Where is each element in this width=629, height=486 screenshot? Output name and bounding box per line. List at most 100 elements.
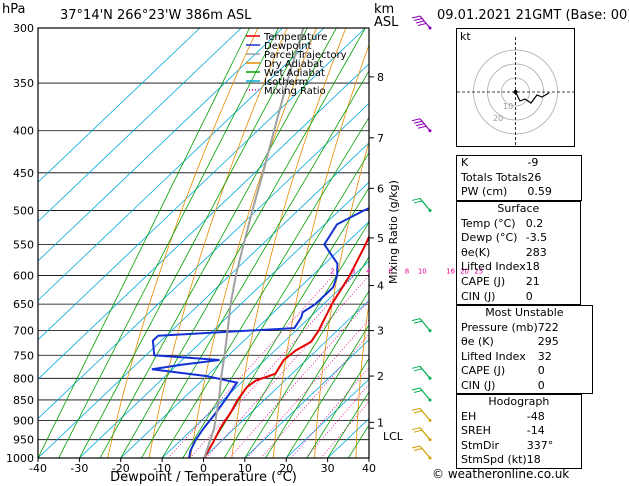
hodograph-table-row: StmDir 337° xyxy=(457,439,581,454)
isotherm-line xyxy=(38,102,369,420)
mixing-ratio-label: 6 xyxy=(388,268,393,276)
pressure-tick-label: 1000 xyxy=(6,452,34,465)
x-tick-label: 40 xyxy=(362,462,376,475)
indices-row-value: 0.59 xyxy=(527,185,552,199)
isotherm-line xyxy=(38,28,201,183)
surface-row-value: 283 xyxy=(525,245,547,259)
location-title: 37°14'N 266°23'W 386m ASL xyxy=(60,8,252,23)
wet-adiabat-line xyxy=(141,70,369,458)
legend-label: Isotherm xyxy=(264,77,308,88)
pressure-tick-label: 500 xyxy=(13,204,34,217)
dry-adiabat-line xyxy=(397,28,463,458)
mixing-ratio-line xyxy=(260,333,369,458)
isotherm-line xyxy=(79,181,369,458)
dry-adiabat-line xyxy=(623,28,629,458)
surface-row-value: 0.2 xyxy=(525,216,544,230)
isotherm-line xyxy=(203,299,369,458)
indices-row: K -9 xyxy=(457,156,581,171)
km-tick-label: 7 xyxy=(377,132,384,145)
wet-adiabat-line xyxy=(120,28,366,458)
wet-adiabat-line xyxy=(223,221,369,458)
dry-adiabat-line xyxy=(190,28,317,458)
hodograph-table-row-value: -48 xyxy=(526,409,545,423)
hodograph-table-box: Hodograph EH -48 SREH -14 StmDir 337° StmSpd (k… xyxy=(456,394,582,469)
x-tick-label: 20 xyxy=(279,462,293,475)
surface-row-label: CIN (J) xyxy=(461,289,496,303)
x-tick-label: -30 xyxy=(70,462,88,475)
km-tick-label: 5 xyxy=(377,232,384,245)
most-unstable-row: CAPE (J) 0 xyxy=(457,364,592,379)
surface-row-label: Dewp (°C) xyxy=(461,231,518,245)
wind-barb xyxy=(411,427,432,442)
km-tick-label: 3 xyxy=(377,325,384,338)
surface-row: CAPE (J) 21 xyxy=(457,275,580,290)
x-tick-label: -20 xyxy=(112,462,130,475)
most-unstable-row-label: CIN (J) xyxy=(461,378,496,392)
hodograph-ring-label-10: 10 xyxy=(503,102,513,111)
most-unstable-row: θe (K) 295 xyxy=(457,335,592,350)
legend-label: Parcel Trajectory xyxy=(264,50,347,61)
wet-adiabat-line xyxy=(244,255,369,458)
hodograph-panel: kt 10 20 xyxy=(456,28,575,147)
hodograph-table-row-label: StmSpd (kt) xyxy=(461,453,527,467)
mixing-ratio-label: 10 xyxy=(418,268,427,276)
legend-label: Temperature xyxy=(263,32,327,43)
km-tick-label: 6 xyxy=(377,182,384,195)
hodograph-center xyxy=(513,90,518,94)
pressure-tick-label: 350 xyxy=(13,77,34,90)
surface-row-value: 18 xyxy=(525,260,540,274)
isotherm-line xyxy=(38,28,283,262)
mixing-ratio-line xyxy=(229,300,369,458)
mixing-ratio-label: 8 xyxy=(405,268,409,276)
surface-row: Dewp (°C) -3.5 xyxy=(457,231,580,246)
most-unstable-row-value: 32 xyxy=(537,349,552,363)
pressure-tick-label: 600 xyxy=(13,270,34,283)
km-label: km xyxy=(374,2,395,17)
surface-row-value: 0 xyxy=(525,289,533,303)
surface-box: Surface Temp (°C) 0.2 Dewp (°C) -3.5 θe(K) 283… xyxy=(456,201,581,305)
most-unstable-row-label: Lifted Index xyxy=(461,349,526,363)
indices-row: Totals Totals 26 xyxy=(457,171,581,186)
indices-row-label: K xyxy=(461,156,469,169)
wet-adiabat-line xyxy=(306,357,369,458)
legend-label: Wet Adiabat xyxy=(264,68,325,79)
dry-adiabat-line xyxy=(272,43,369,458)
series-dewpoint xyxy=(151,207,369,458)
pressure-tick-label: 900 xyxy=(13,414,34,427)
hodograph-table-row: StmSpd (kt) 18 xyxy=(457,453,581,468)
wet-adiabat-line xyxy=(79,28,308,458)
surface-row: Lifted Index 18 xyxy=(457,260,580,275)
hodograph-table-row-label: SREH xyxy=(461,424,491,438)
indices-row-value: 26 xyxy=(527,170,542,184)
hodograph-table-row-value: -14 xyxy=(526,424,545,438)
legend-label: Dewpoint xyxy=(264,41,312,52)
surface-title: Surface xyxy=(497,202,540,215)
isotherm-line xyxy=(38,63,369,380)
pressure-tick-label: 550 xyxy=(13,238,34,251)
wind-barb xyxy=(411,365,432,380)
mixing-ratio-line xyxy=(205,275,369,458)
most-unstable-row-label: Pressure (mb) xyxy=(461,320,538,334)
surface-row-label: θe(K) xyxy=(461,245,491,259)
most-unstable-row-label: CAPE (J) xyxy=(461,364,506,378)
asl-label: ASL xyxy=(374,15,399,30)
isotherm-line xyxy=(38,28,325,301)
x-tick-label: 10 xyxy=(238,462,252,475)
isotherm-line xyxy=(120,221,369,458)
x-tick-label: 30 xyxy=(321,462,335,475)
series-parcel-trajectory xyxy=(203,28,305,458)
most-unstable-box: Most Unstable Pressure (mb) 722 θe (K) 295 Li… xyxy=(456,305,593,394)
pressure-tick-label: 800 xyxy=(13,372,34,385)
pressure-tick-label: 450 xyxy=(13,167,34,180)
hodograph-table-row-value: 18 xyxy=(526,453,541,467)
wet-adiabat-line xyxy=(38,28,250,458)
indices-row: PW (cm) 0.59 xyxy=(457,185,581,200)
dry-adiabat-line xyxy=(148,28,288,458)
mixing-ratio-line xyxy=(290,367,369,458)
pressure-tick-label: 850 xyxy=(13,394,34,407)
most-unstable-row: Lifted Index 32 xyxy=(457,350,592,365)
pressure-tick-label: 950 xyxy=(13,434,34,447)
hodograph-table-row-label: StmDir xyxy=(461,438,500,452)
most-unstable-row-value: 722 xyxy=(537,320,559,334)
